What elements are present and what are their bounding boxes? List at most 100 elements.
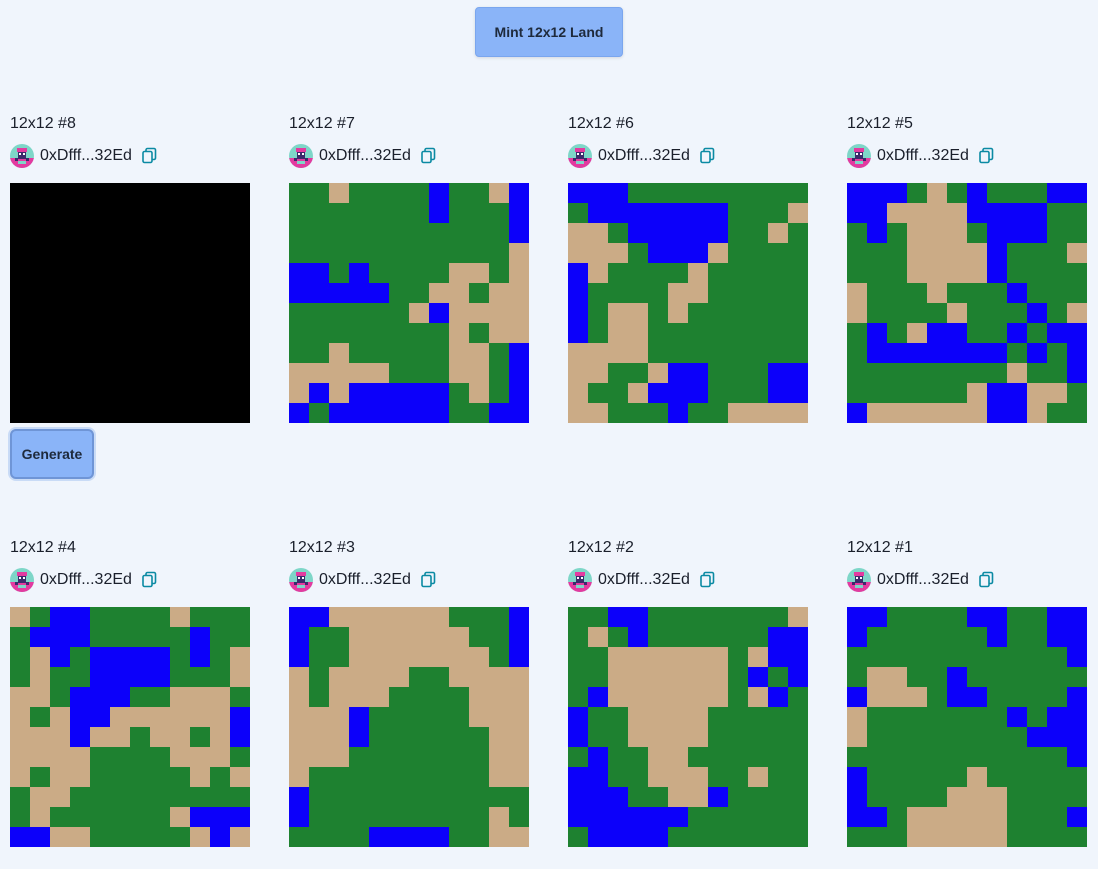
land-tile [847, 243, 867, 263]
land-map-grid [289, 183, 529, 423]
land-tile [967, 787, 987, 807]
land-tile [648, 607, 668, 627]
land-tile [369, 627, 389, 647]
land-tile [967, 707, 987, 727]
land-tile [309, 787, 329, 807]
land-tile [369, 283, 389, 303]
land-tile [509, 183, 529, 203]
land-tile [887, 363, 907, 383]
land-tile [867, 243, 887, 263]
land-tile [887, 183, 907, 203]
mint-land-button[interactable]: Mint 12x12 Land [475, 7, 623, 57]
land-title: 12x12 #8 [10, 115, 76, 132]
land-tile [1047, 707, 1067, 727]
land-tile [1067, 203, 1087, 223]
land-tile [1007, 223, 1027, 243]
land-tile [947, 323, 967, 343]
land-tile [489, 203, 509, 223]
land-tile [449, 707, 469, 727]
land-tile [907, 787, 927, 807]
land-tile [389, 627, 409, 647]
land-tile [170, 827, 190, 847]
generate-button[interactable]: Generate [10, 429, 94, 479]
land-tile [947, 647, 967, 667]
land-tile [429, 383, 449, 403]
land-tile [190, 827, 210, 847]
land-tile [947, 383, 967, 403]
copy-icon[interactable] [698, 147, 716, 165]
land-tile [708, 707, 728, 727]
land-tile [90, 767, 110, 787]
land-tile [688, 183, 708, 203]
land-tile [688, 403, 708, 423]
land-tile [329, 263, 349, 283]
land-tile [588, 807, 608, 827]
land-tile [230, 747, 250, 767]
land-tile [1047, 807, 1067, 827]
land-tile [289, 827, 309, 847]
land-tile [628, 807, 648, 827]
land-tile [748, 223, 768, 243]
land-tile [728, 303, 748, 323]
land-tile [788, 747, 808, 767]
land-tile [309, 203, 329, 223]
land-tile [349, 323, 369, 343]
land-tile [648, 203, 668, 223]
land-tile [30, 667, 50, 687]
copy-icon[interactable] [977, 147, 995, 165]
land-tile [628, 667, 648, 687]
land-tile [987, 767, 1007, 787]
land-tile [668, 647, 688, 667]
land-tile [568, 607, 588, 627]
land-tile [728, 323, 748, 343]
copy-icon[interactable] [419, 147, 437, 165]
land-tile [1047, 827, 1067, 847]
land-tile [987, 323, 1007, 343]
land-tile [648, 667, 668, 687]
land-tile [429, 343, 449, 363]
land-tile [668, 183, 688, 203]
land-tile [608, 647, 628, 667]
land-tile [867, 183, 887, 203]
copy-icon[interactable] [419, 571, 437, 589]
land-tile [509, 707, 529, 727]
land-tile [389, 363, 409, 383]
copy-icon[interactable] [140, 571, 158, 589]
copy-icon[interactable] [977, 571, 995, 589]
land-tile [30, 607, 50, 627]
land-tile [1067, 403, 1087, 423]
copy-icon[interactable] [140, 147, 158, 165]
land-tile [867, 403, 887, 423]
land-tile [489, 707, 509, 727]
land-tile [608, 263, 628, 283]
land-tile [110, 827, 130, 847]
land-tile [489, 647, 509, 667]
copy-icon[interactable] [698, 571, 716, 589]
land-tile [210, 747, 230, 767]
land-tile [489, 667, 509, 687]
land-tile [170, 627, 190, 647]
land-tile [70, 607, 90, 627]
land-tile [1027, 243, 1047, 263]
land-tile [309, 183, 329, 203]
land-tile [987, 707, 1007, 727]
land-tile [608, 223, 628, 243]
land-tile [469, 183, 489, 203]
land-tile [50, 747, 70, 767]
land-tile [489, 687, 509, 707]
land-tile [1047, 183, 1067, 203]
land-tile [90, 607, 110, 627]
land-tile [329, 403, 349, 423]
land-tile [309, 707, 329, 727]
land-tile [728, 647, 748, 667]
land-tile [967, 323, 987, 343]
land-tile [309, 647, 329, 667]
land-tile [568, 183, 588, 203]
land-tile [987, 303, 1007, 323]
land-tile [489, 323, 509, 343]
land-tile [110, 767, 130, 787]
land-tile [788, 647, 808, 667]
land-tile [768, 363, 788, 383]
land-tile [70, 647, 90, 667]
land-tile [1027, 827, 1047, 847]
